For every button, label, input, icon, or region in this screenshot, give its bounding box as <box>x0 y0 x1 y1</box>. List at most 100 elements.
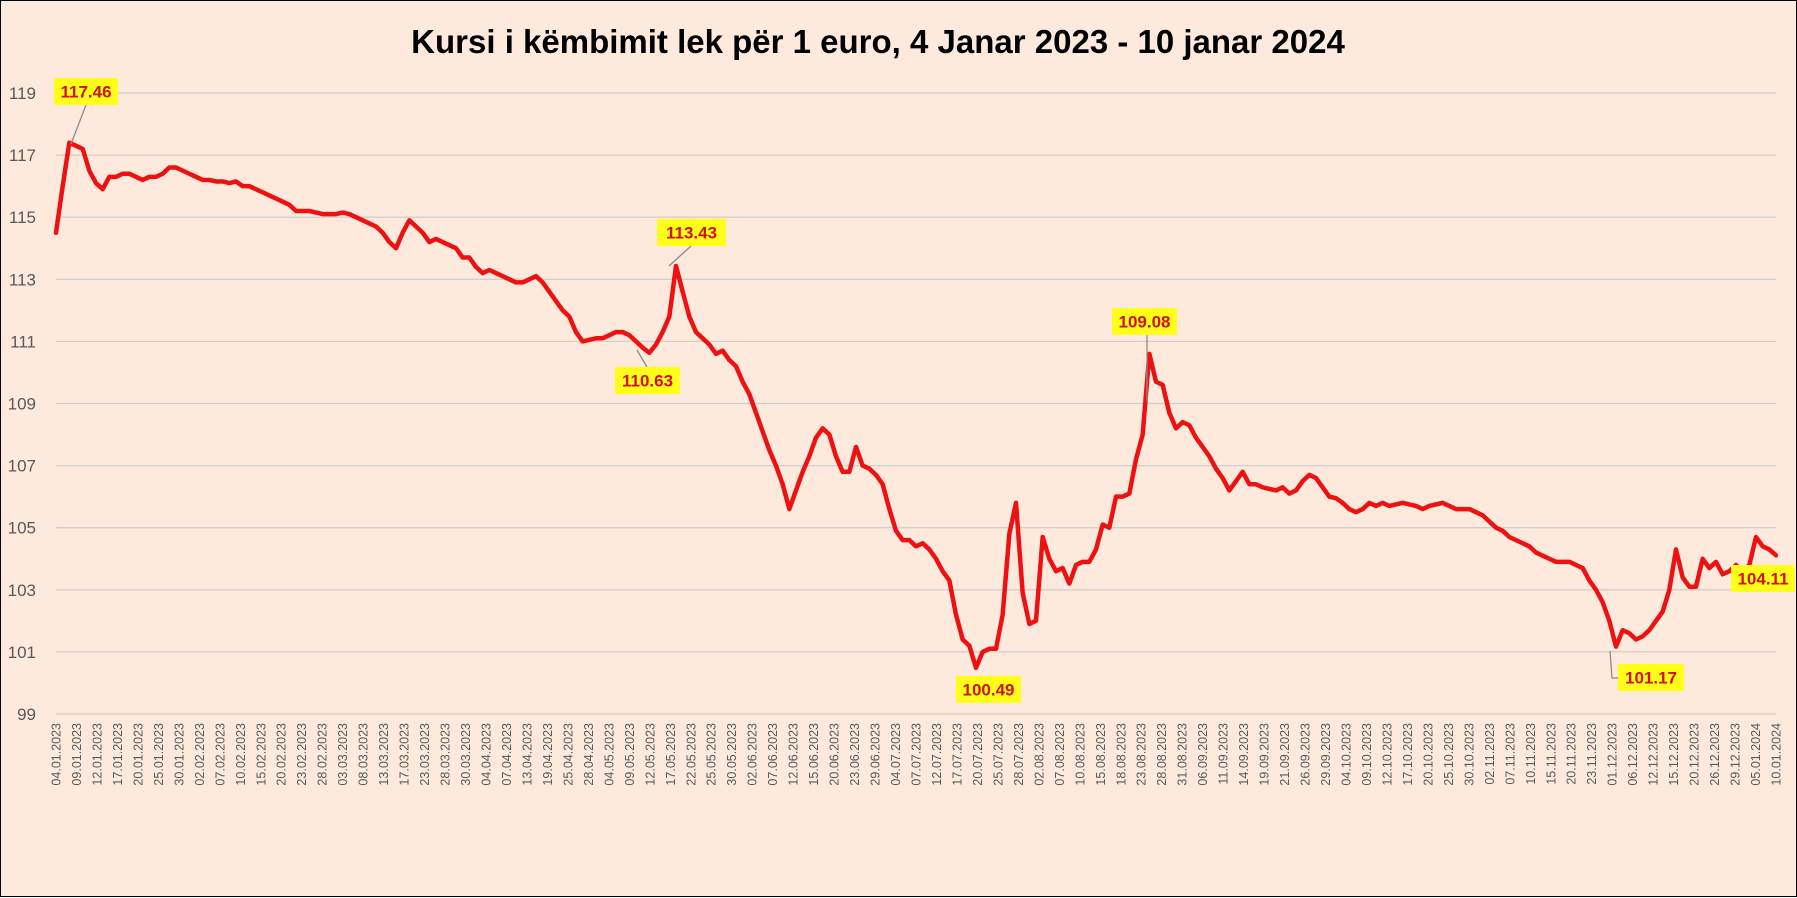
x-tick-label: 17.05.2023 <box>664 723 678 786</box>
x-tick-label: 22.05.2023 <box>684 723 698 786</box>
x-tick-label: 02.06.2023 <box>746 723 760 786</box>
gridlines <box>56 92 1776 715</box>
x-tick-label: 20.02.2023 <box>275 723 289 786</box>
x-tick-label: 23.03.2023 <box>418 723 432 786</box>
x-tick-label: 23.02.2023 <box>295 723 309 786</box>
x-tick-label: 25.05.2023 <box>705 723 719 786</box>
x-tick-label: 25.07.2023 <box>991 723 1005 786</box>
x-tick-label: 30.01.2023 <box>172 723 186 786</box>
x-tick-label: 23.11.2023 <box>1585 723 1599 785</box>
x-tick-label: 25.10.2023 <box>1442 723 1456 786</box>
data-label: 117.46 <box>60 83 111 102</box>
x-tick-label: 31.08.2023 <box>1176 723 1190 786</box>
x-tick-label: 15.12.2023 <box>1667 723 1681 786</box>
x-tick-label: 09.05.2023 <box>623 723 637 786</box>
x-tick-label: 23.08.2023 <box>1135 723 1149 786</box>
data-label: 113.43 <box>666 224 717 243</box>
x-tick-label: 07.06.2023 <box>766 723 780 786</box>
x-tick-label: 13.03.2023 <box>377 723 391 786</box>
x-tick-label: 17.03.2023 <box>398 723 412 786</box>
x-tick-label: 28.03.2023 <box>439 723 453 786</box>
y-tick-label: 115 <box>9 208 36 227</box>
x-tick-label: 28.02.2023 <box>316 723 330 786</box>
y-tick-label: 113 <box>9 270 36 289</box>
x-tick-label: 07.11.2023 <box>1503 723 1517 785</box>
x-tick-label: 07.02.2023 <box>213 723 227 786</box>
x-tick-label: 17.10.2023 <box>1401 723 1415 786</box>
x-tick-label: 29.06.2023 <box>869 723 883 786</box>
x-tick-label: 04.01.2023 <box>50 723 64 786</box>
x-tick-label: 20.01.2023 <box>131 723 145 786</box>
data-label-leader <box>668 245 692 267</box>
x-tick-label: 29.12.2023 <box>1729 723 1743 786</box>
y-tick-label: 111 <box>10 332 36 351</box>
x-tick-label: 28.08.2023 <box>1155 723 1169 786</box>
y-tick-label: 99 <box>17 705 36 724</box>
x-tick-label: 12.12.2023 <box>1647 723 1661 786</box>
data-label: 109.08 <box>1119 313 1171 332</box>
y-tick-label: 105 <box>8 519 36 538</box>
data-label-leader <box>636 349 648 368</box>
x-tick-label: 12.06.2023 <box>787 723 801 786</box>
x-tick-label: 10.01.2024 <box>1770 723 1784 786</box>
x-tick-label: 21.09.2023 <box>1278 723 1292 786</box>
x-tick-label: 12.05.2023 <box>643 723 657 786</box>
x-tick-label: 20.07.2023 <box>971 723 985 786</box>
data-label-leader <box>1609 650 1618 679</box>
x-tick-label: 25.04.2023 <box>561 723 575 786</box>
x-tick-label: 26.12.2023 <box>1708 723 1722 786</box>
data-label-leader <box>70 104 87 145</box>
x-tick-label: 04.07.2023 <box>889 723 903 786</box>
data-label-layer: 117.46 113.43 110.63 109.08 100.49 101.17 104.… <box>54 78 1795 703</box>
data-label-box <box>615 367 680 394</box>
x-tick-label: 07.07.2023 <box>910 723 924 786</box>
x-tick-label: 15.08.2023 <box>1094 723 1108 786</box>
x-tick-label: 17.07.2023 <box>950 723 964 786</box>
x-tick-label: 09.10.2023 <box>1360 723 1374 786</box>
x-tick-label: 05.01.2024 <box>1749 723 1763 786</box>
x-tick-label: 04.05.2023 <box>602 723 616 786</box>
x-tick-label: 20.11.2023 <box>1565 723 1579 785</box>
x-tick-label: 23.06.2023 <box>848 723 862 786</box>
data-label-box <box>1112 308 1177 335</box>
x-tick-label: 26.09.2023 <box>1299 723 1313 786</box>
x-tick-label: 12.07.2023 <box>930 723 944 786</box>
data-label: 110.63 <box>622 372 673 391</box>
x-tick-label: 10.02.2023 <box>234 723 248 786</box>
data-label-box <box>956 676 1021 703</box>
x-tick-label: 20.10.2023 <box>1421 723 1435 786</box>
x-tick-label: 17.01.2023 <box>111 723 125 786</box>
x-tick-label: 19.04.2023 <box>541 723 555 786</box>
x-tick-label: 11.09.2023 <box>1217 723 1231 785</box>
x-tick-label: 15.06.2023 <box>807 723 821 786</box>
x-tick-label: 29.09.2023 <box>1319 723 1333 786</box>
x-tick-label: 20.06.2023 <box>828 723 842 786</box>
data-label: 100.49 <box>963 681 1015 700</box>
chart-title: Kursi i këmbimit lek për 1 euro, 4 Janar… <box>411 23 1345 60</box>
y-tick-label: 101 <box>8 643 36 662</box>
x-tick-label: 07.08.2023 <box>1053 723 1067 786</box>
data-label-box <box>1618 664 1684 691</box>
y-tick-label: 109 <box>8 395 36 414</box>
data-label-box <box>657 219 726 246</box>
x-tick-label: 06.12.2023 <box>1626 723 1640 786</box>
x-tick-label: 18.08.2023 <box>1114 723 1128 786</box>
data-label: 104.11 <box>1737 570 1788 589</box>
data-label-box <box>54 78 118 105</box>
x-tick-label: 10.11.2023 <box>1524 723 1538 785</box>
y-axis-ticks: 99 101 103 105 107 109 111 113 115 117 119 <box>8 84 36 724</box>
series-layer <box>53 140 1779 670</box>
y-tick-label: 103 <box>8 581 36 600</box>
x-tick-label: 30.03.2023 <box>459 723 473 786</box>
x-tick-label: 04.10.2023 <box>1340 723 1354 786</box>
series-line <box>53 140 1779 670</box>
x-tick-label: 14.09.2023 <box>1237 723 1251 786</box>
x-tick-label: 12.01.2023 <box>90 723 104 786</box>
x-tick-label: 12.10.2023 <box>1380 723 1394 786</box>
data-label: 101.17 <box>1625 669 1677 688</box>
x-tick-label: 02.08.2023 <box>1032 723 1046 786</box>
x-tick-label: 28.07.2023 <box>1012 723 1026 786</box>
x-tick-label: 09.01.2023 <box>70 723 84 786</box>
